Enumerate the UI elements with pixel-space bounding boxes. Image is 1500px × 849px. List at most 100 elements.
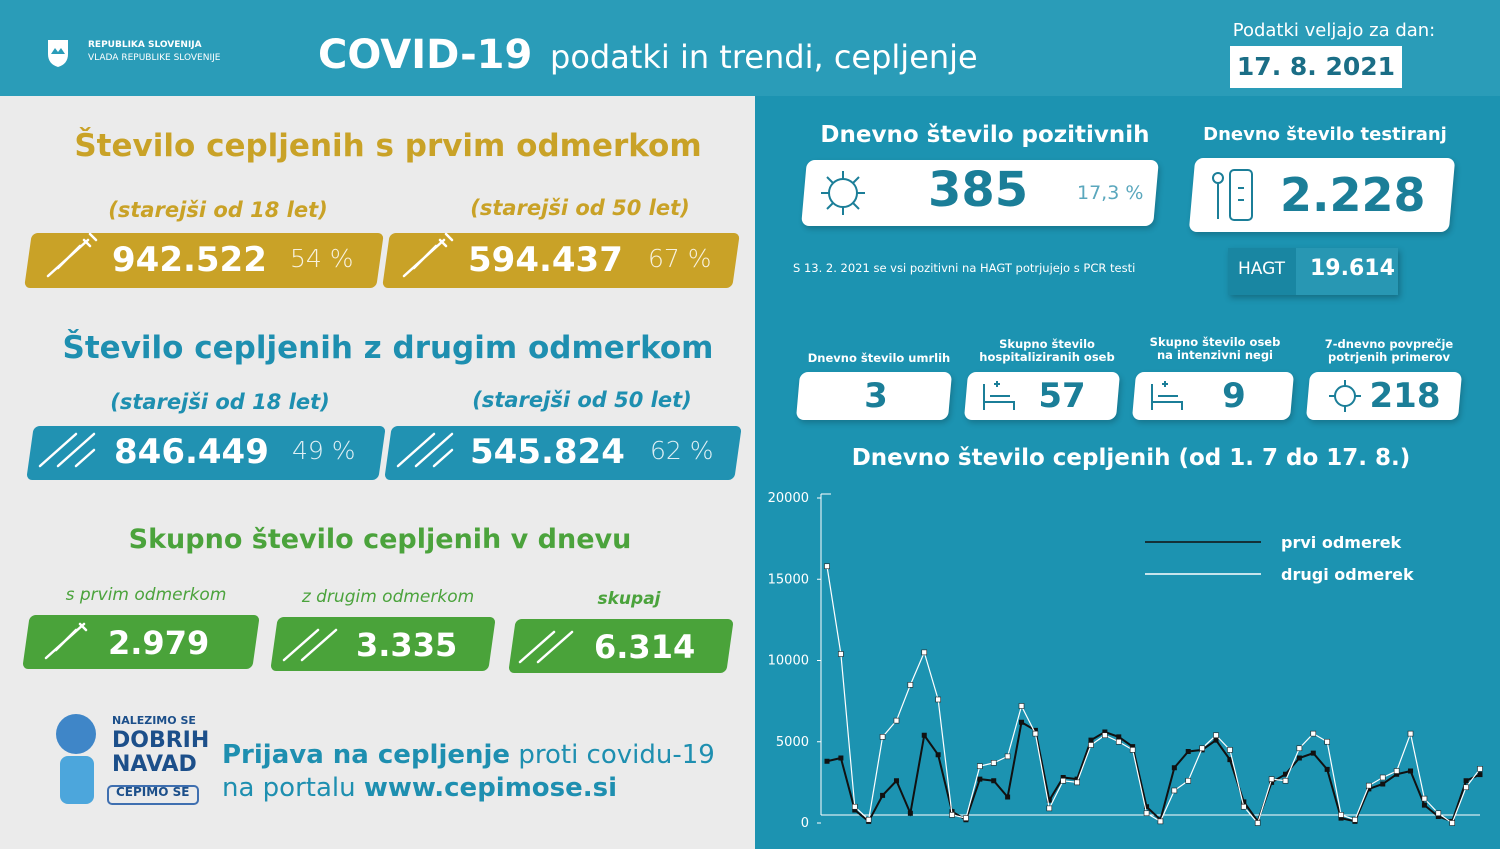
promo-line: Prijava na cepljenje proti covidu-19 xyxy=(222,740,715,770)
data-point xyxy=(1018,703,1025,709)
y-tick-label: 0 xyxy=(801,816,809,831)
org-line: REPUBLIKA SLOVENIJA xyxy=(88,40,202,50)
data-point xyxy=(1408,768,1414,774)
data-point xyxy=(1088,737,1094,743)
data-point xyxy=(1143,810,1150,817)
data-point xyxy=(990,760,997,766)
y-tick-label: 5000 xyxy=(776,735,809,750)
item-label: z drugim odmerkom xyxy=(301,587,475,607)
data-point xyxy=(879,734,886,740)
data-point xyxy=(1449,820,1456,826)
test-icon xyxy=(1212,169,1253,221)
data-point xyxy=(1477,772,1483,778)
badge-text: NALEZIMO SE xyxy=(112,714,196,727)
data-point xyxy=(1254,820,1261,826)
badge-text: NAVAD xyxy=(112,752,197,777)
badge-text: DOBRIH xyxy=(112,728,210,753)
group-label: (starejši od 50 let) xyxy=(472,388,692,412)
main-title: COVID-19 xyxy=(318,32,533,78)
data-point xyxy=(893,717,900,724)
promo-bold: Prijava na cepljenje xyxy=(222,740,511,770)
positive-percent: 17,3 % xyxy=(1077,182,1144,204)
data-point xyxy=(1185,749,1191,754)
count: 942.522 xyxy=(112,240,267,280)
data-point xyxy=(1144,804,1150,810)
data-point xyxy=(1477,766,1483,772)
data-point xyxy=(1380,781,1386,787)
section-title: Skupno število cepljenih v dnevu xyxy=(128,524,632,555)
data-point xyxy=(977,776,983,782)
chart: Dnevno število cepljenih (od 1. 7 do 17.… xyxy=(768,445,1483,831)
data-point xyxy=(1366,786,1372,792)
data-point xyxy=(1046,805,1053,812)
data-point xyxy=(1102,732,1108,739)
percent: 62 % xyxy=(650,436,714,465)
data-point xyxy=(1421,802,1427,808)
data-point xyxy=(1310,750,1316,756)
data-point xyxy=(1171,787,1178,794)
percent: 54 % xyxy=(290,244,354,273)
data-point xyxy=(1074,779,1080,786)
data-point xyxy=(1213,732,1219,739)
tests-title: Dnevno število testiranj xyxy=(1203,124,1447,145)
legend-label: prvi odmerek xyxy=(1281,533,1402,552)
badge-text: CEPIMO SE xyxy=(116,785,190,799)
y-tick-label: 10000 xyxy=(768,654,809,669)
data-point xyxy=(1421,795,1428,802)
count: 6.314 xyxy=(594,628,696,666)
data-point xyxy=(1116,734,1122,740)
subtitle: podatki in trendi, cepljenje xyxy=(550,38,978,76)
section-title: Število cepljenih z drugim odmerkom xyxy=(62,330,714,366)
group-label: (starejši od 18 let) xyxy=(110,390,330,414)
stat-label: Dnevno število umrlih xyxy=(807,351,951,365)
stat-label: Skupno število oseb na intenzivni negi xyxy=(1149,335,1281,362)
data-point xyxy=(1130,744,1136,750)
data-point xyxy=(921,649,928,656)
data-point xyxy=(865,816,872,823)
data-point xyxy=(921,732,927,738)
data-point xyxy=(977,763,983,769)
hagt-value: 19.614 xyxy=(1310,256,1395,281)
data-point xyxy=(1268,776,1275,782)
y-tick-label: 15000 xyxy=(768,572,809,587)
count: 545.824 xyxy=(470,432,625,472)
data-point xyxy=(824,758,830,764)
data-point xyxy=(1324,766,1330,772)
data-point xyxy=(1032,727,1038,733)
data-point xyxy=(893,778,899,784)
data-point xyxy=(1074,776,1080,782)
data-point xyxy=(1157,818,1164,825)
count: 3.335 xyxy=(356,626,458,664)
count: 846.449 xyxy=(114,432,269,472)
promo-bold: www.cepimose.si xyxy=(363,773,618,803)
data-point xyxy=(838,651,844,657)
data-point xyxy=(1060,777,1066,784)
data-point xyxy=(1282,777,1289,784)
chart-title: Dnevno število cepljenih (od 1. 7 do 17.… xyxy=(852,445,1411,471)
coat-of-arms xyxy=(48,40,68,67)
data-point xyxy=(907,682,914,688)
data-point xyxy=(1004,753,1011,760)
data-point xyxy=(1102,729,1108,735)
data-point xyxy=(1463,778,1469,784)
count: 2.979 xyxy=(108,624,210,662)
data-point xyxy=(1241,803,1247,810)
data-point xyxy=(1115,738,1122,745)
promo-text: proti covidu-19 xyxy=(518,740,715,770)
mascot xyxy=(56,714,199,805)
data-point xyxy=(991,778,997,784)
y-tick-label: 20000 xyxy=(768,491,809,506)
promo-line: na portalu www.cepimose.si xyxy=(222,773,617,803)
data-point xyxy=(1379,774,1386,781)
data-point xyxy=(1129,747,1136,753)
data-point xyxy=(1005,794,1011,800)
data-point xyxy=(1310,730,1317,737)
data-point xyxy=(1046,797,1052,803)
virus-icon xyxy=(821,171,865,215)
data-point xyxy=(1296,745,1303,752)
data-point xyxy=(1463,784,1469,791)
data-point xyxy=(1019,719,1025,725)
data-point xyxy=(1394,771,1400,777)
item-label: skupaj xyxy=(597,589,661,609)
